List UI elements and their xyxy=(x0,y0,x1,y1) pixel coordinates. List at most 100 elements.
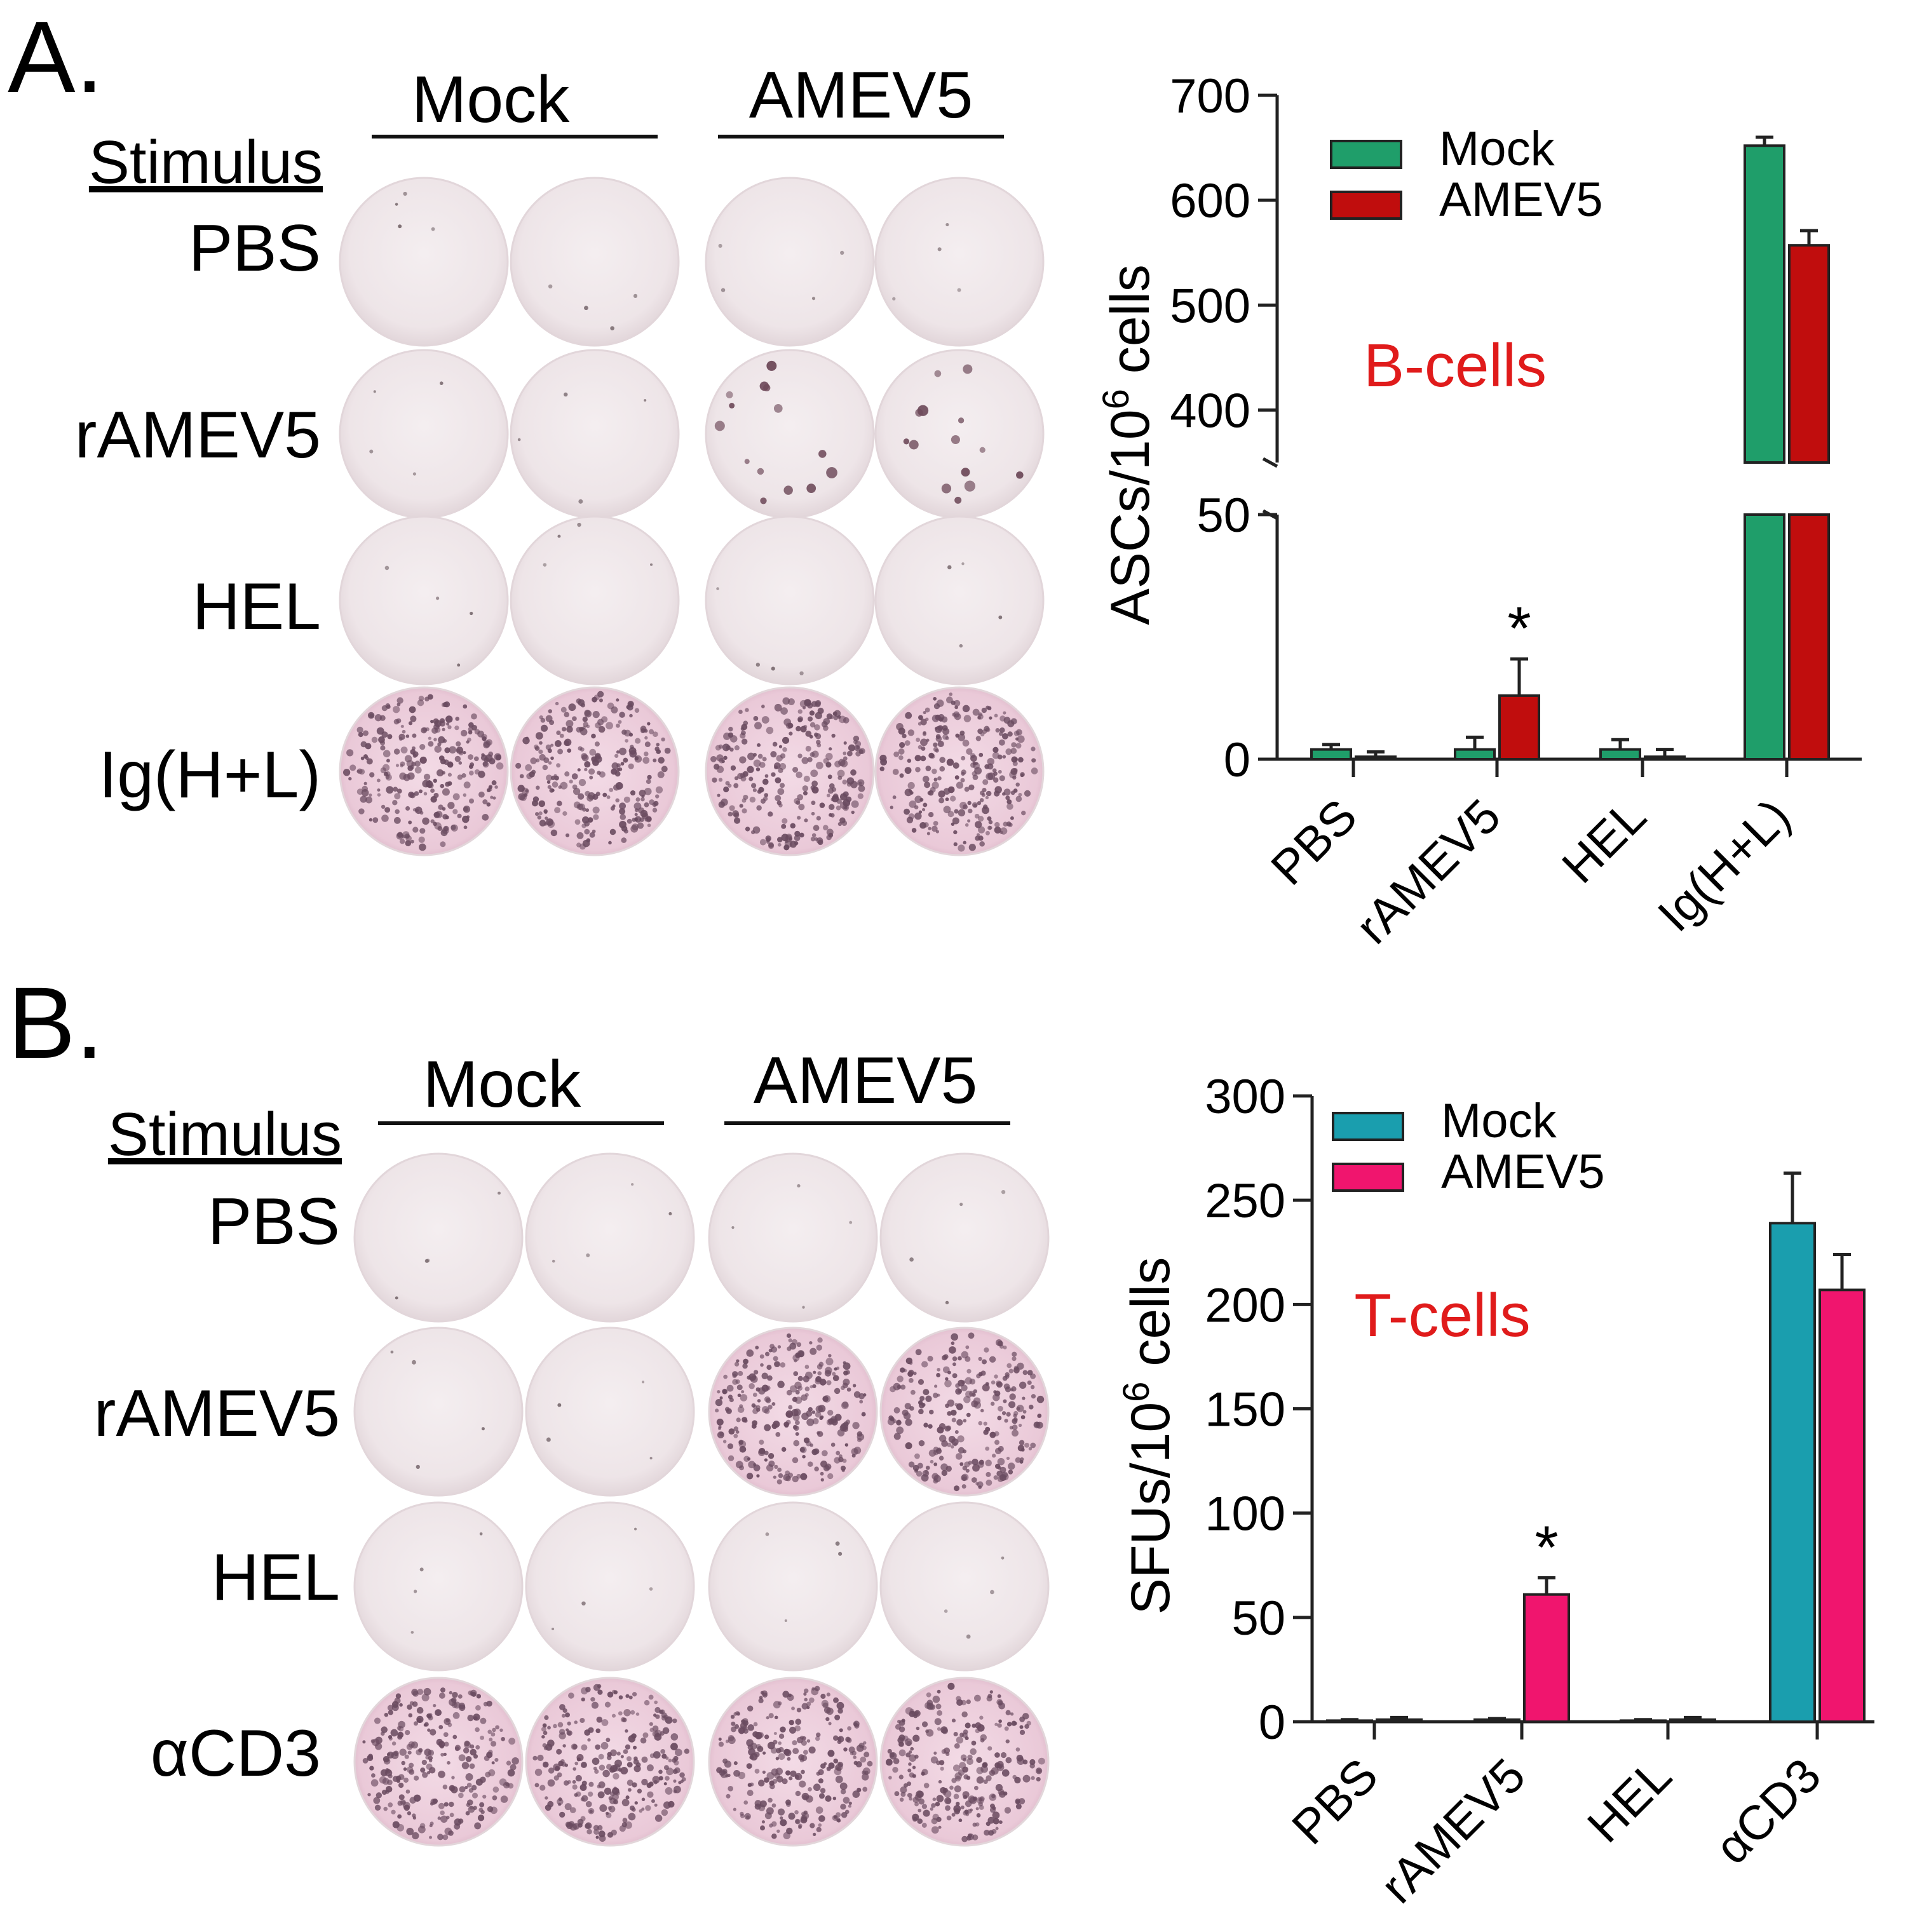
panel-b-group-amev5: AMEV5 xyxy=(754,1044,978,1118)
y-tick-label: 700 xyxy=(1170,69,1250,123)
elispot-well xyxy=(874,177,1045,347)
elispot-well xyxy=(353,1501,524,1672)
elispot-well xyxy=(339,686,509,856)
elispot-well xyxy=(353,1327,524,1497)
bar xyxy=(1523,1593,1570,1723)
x-tick-label: rAMEV5 xyxy=(1346,789,1511,954)
x-tick-label: rAMEV5 xyxy=(1371,1748,1536,1914)
elispot-well xyxy=(339,349,509,519)
bar xyxy=(1498,694,1540,761)
elispot-well xyxy=(525,1327,695,1497)
x-tick-label: αCD3 xyxy=(1705,1748,1831,1875)
legend-swatch xyxy=(1332,1163,1404,1192)
chart-a-annotation: B-cells xyxy=(1364,332,1547,400)
chart-b-ylabel: SFUs/106 cells xyxy=(1116,1257,1182,1615)
bar xyxy=(1644,755,1686,761)
legend-label: Mock xyxy=(1441,1094,1557,1148)
elispot-well xyxy=(708,1327,878,1497)
elispot-well xyxy=(879,1677,1050,1847)
y-tick-label: 0 xyxy=(1224,733,1250,787)
panel-a-row-label: rAMEV5 xyxy=(75,398,321,472)
chart-b-annotation: T-cells xyxy=(1354,1281,1530,1349)
x-tick-label: Ig(H+L) xyxy=(1648,789,1801,942)
elispot-well xyxy=(879,1501,1050,1672)
bar xyxy=(1310,748,1352,760)
panel-a-letter: A. xyxy=(8,0,104,114)
panel-b-row-label: rAMEV5 xyxy=(94,1377,340,1450)
bar xyxy=(1819,1288,1866,1723)
bar xyxy=(1788,513,1830,760)
elispot-well xyxy=(510,686,680,856)
elispot-well xyxy=(879,1327,1050,1497)
elispot-well xyxy=(339,515,509,686)
elispot-well xyxy=(525,1501,695,1672)
legend-label: AMEV5 xyxy=(1441,1145,1605,1199)
bar xyxy=(1744,513,1785,760)
elispot-well xyxy=(353,1677,524,1847)
panel-b-row-label: αCD3 xyxy=(151,1717,321,1790)
panel-b-images: B. Mock AMEV5 Stimulus PBS rAMEV5 HEL αC… xyxy=(8,966,1050,1847)
bar xyxy=(1744,144,1785,464)
panel-a-row-label: HEL xyxy=(193,570,321,644)
elispot-well xyxy=(705,177,875,347)
panel-a-group-amev5: AMEV5 xyxy=(749,58,973,132)
elispot-well xyxy=(874,686,1045,856)
elispot-well xyxy=(525,1677,695,1847)
panel-b-wells xyxy=(353,1152,1050,1847)
y-tick-label: 200 xyxy=(1205,1278,1285,1332)
panel-b-group-mock: Mock xyxy=(423,1048,581,1121)
significance-mark: * xyxy=(1507,595,1531,663)
panel-a-images: A. Mock AMEV5 Stimulus PBS rAMEV5 HEL Ig… xyxy=(8,0,1045,856)
y-tick-label: 400 xyxy=(1170,384,1250,438)
bar xyxy=(1376,1718,1423,1723)
panel-a-row-label: PBS xyxy=(189,212,321,285)
panel-b-stimulus-header: Stimulus xyxy=(108,1100,342,1168)
significance-mark: * xyxy=(1534,1513,1558,1581)
panel-b-row-label: PBS xyxy=(208,1185,340,1259)
y-tick-label: 300 xyxy=(1205,1070,1285,1124)
elispot-well xyxy=(510,515,680,686)
bar xyxy=(1788,244,1830,464)
panel-a-wells xyxy=(339,177,1045,856)
elispot-well xyxy=(510,349,680,519)
elispot-well xyxy=(708,1677,878,1847)
elispot-well xyxy=(879,1152,1050,1323)
y-tick-label: 500 xyxy=(1170,279,1250,333)
elispot-well xyxy=(525,1152,695,1323)
x-tick-label: PBS xyxy=(1282,1748,1388,1855)
chart-b-cells: ASCs/106 cells B-cells 400 500 600 700 0 50 * M… xyxy=(1095,69,1862,954)
bar xyxy=(1454,748,1496,760)
elispot-well xyxy=(510,177,680,347)
chart-a-ylabel: ASCs/106 cells xyxy=(1095,264,1162,625)
elispot-well xyxy=(874,515,1045,686)
panel-a-group-mock: Mock xyxy=(412,63,570,137)
x-tick-label: PBS xyxy=(1261,789,1367,896)
y-tick-label: 250 xyxy=(1205,1174,1285,1228)
bar xyxy=(1599,748,1641,760)
x-tick-label: HEL xyxy=(1577,1748,1682,1853)
elispot-well xyxy=(705,349,875,519)
y-tick-label: 0 xyxy=(1259,1696,1285,1750)
elispot-well xyxy=(708,1152,878,1323)
axis-break-mark xyxy=(1262,457,1278,468)
bar xyxy=(1355,755,1397,761)
legend-label: Mock xyxy=(1439,122,1555,176)
legend-swatch xyxy=(1330,191,1402,220)
panel-b-row-label: HEL xyxy=(212,1541,340,1614)
elispot-well xyxy=(353,1152,524,1323)
elispot-well xyxy=(339,177,509,347)
legend-swatch xyxy=(1330,140,1402,169)
y-tick-label: 150 xyxy=(1205,1383,1285,1437)
y-tick-label: 50 xyxy=(1196,489,1250,543)
elispot-well xyxy=(874,349,1045,519)
legend-swatch xyxy=(1332,1112,1404,1141)
elispot-well xyxy=(705,686,875,856)
panel-a-row-label: Ig(H+L) xyxy=(98,738,321,812)
bar xyxy=(1669,1718,1716,1723)
y-tick-label: 50 xyxy=(1231,1591,1285,1645)
panel-b-letter: B. xyxy=(8,966,104,1079)
bar xyxy=(1769,1222,1816,1723)
panel-a-stimulus-header: Stimulus xyxy=(89,128,323,196)
x-tick-label: HEL xyxy=(1552,789,1656,894)
